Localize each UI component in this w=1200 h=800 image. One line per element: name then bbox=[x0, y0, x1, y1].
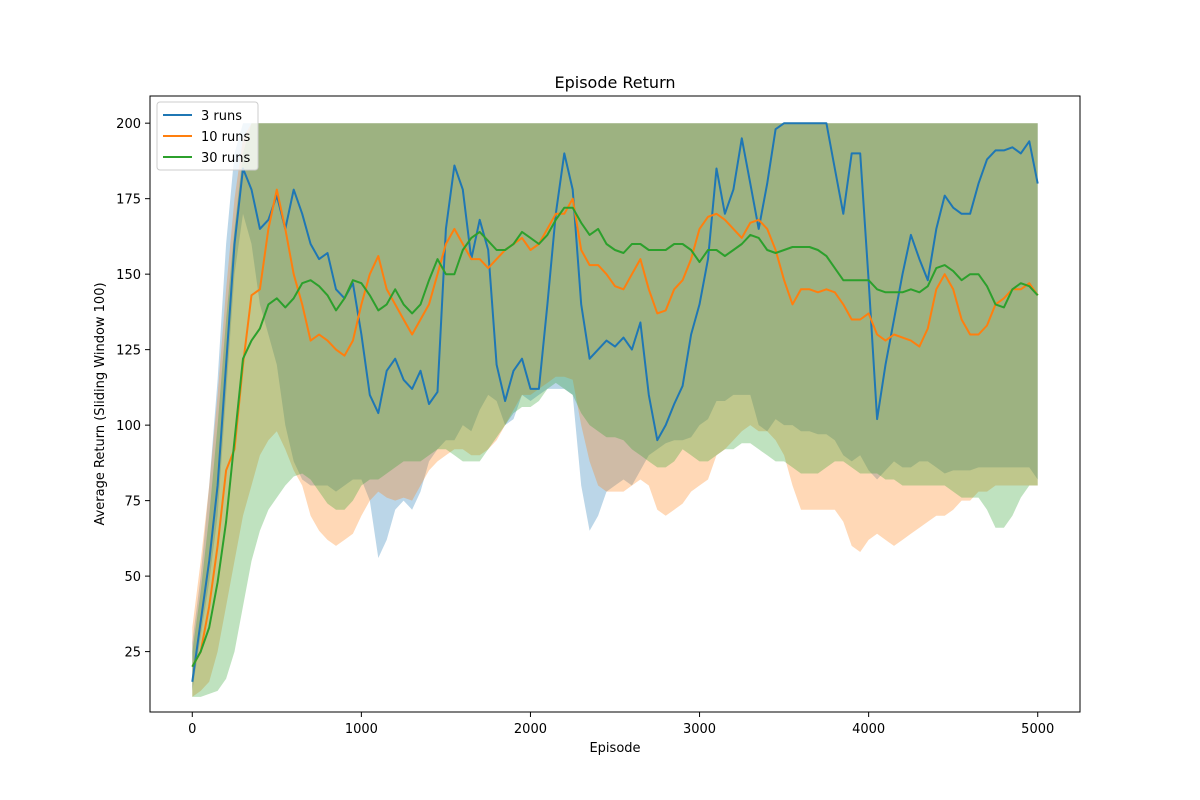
band-series-1 bbox=[192, 123, 1038, 691]
y-tick-label: 150 bbox=[116, 268, 141, 283]
line-series-3 bbox=[191, 206, 1039, 668]
x-tick-label: 2000 bbox=[514, 722, 547, 737]
line-series-1 bbox=[191, 122, 1039, 682]
confidence-bands bbox=[192, 123, 1038, 697]
chart-title: Episode Return bbox=[554, 73, 675, 92]
x-tick-label: 4000 bbox=[852, 722, 885, 737]
legend-label-1: 3 runs bbox=[201, 109, 242, 124]
legend-box bbox=[156, 101, 259, 171]
x-tick-label: 1000 bbox=[345, 722, 378, 737]
series-lines bbox=[191, 122, 1039, 682]
y-tick-label: 75 bbox=[124, 495, 141, 510]
x-axis-ticks: 0 1000 2000 3000 4000 5000 bbox=[188, 712, 1054, 737]
y-axis-label: Average Return (Sliding Window 100) bbox=[93, 282, 108, 525]
y-tick-label: 200 bbox=[116, 117, 141, 132]
y-tick-label: 50 bbox=[124, 570, 141, 585]
y-tick-label: 100 bbox=[116, 419, 141, 434]
legend: 3 runs 10 runs 30 runs bbox=[156, 101, 259, 171]
y-tick-label: 25 bbox=[124, 646, 141, 661]
plot-frame bbox=[149, 95, 1081, 713]
y-axis-ticks: 25 50 75 100 125 150 175 200 bbox=[116, 117, 150, 661]
x-tick-label: 3000 bbox=[683, 722, 716, 737]
y-tick-label: 125 bbox=[116, 344, 141, 359]
line-series-2 bbox=[191, 188, 1039, 668]
legend-label-2: 10 runs bbox=[201, 130, 250, 145]
x-axis-label: Episode bbox=[589, 741, 640, 756]
band-series-2 bbox=[192, 123, 1038, 697]
x-tick-label: 5000 bbox=[1021, 722, 1054, 737]
y-tick-label: 175 bbox=[116, 193, 141, 208]
legend-label-3: 30 runs bbox=[201, 151, 250, 166]
x-tick-label: 0 bbox=[188, 722, 196, 737]
band-series-3 bbox=[192, 123, 1038, 697]
